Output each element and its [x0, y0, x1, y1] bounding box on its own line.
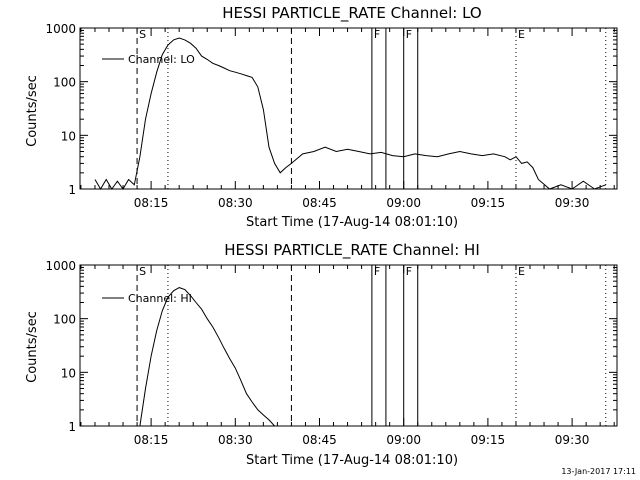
y-tick-label: 1 — [68, 183, 76, 197]
x-tick-label: 08:15 — [134, 433, 169, 447]
event-marker-label: F — [374, 28, 380, 41]
generated-timestamp: 13-Jan-2017 17:11 — [561, 467, 636, 476]
chart-panel-lo: HESSI PARTICLE_RATE Channel: LO Counts/s… — [25, 4, 618, 230]
x-tick-label: 09:00 — [386, 433, 421, 447]
series-line — [139, 287, 275, 427]
x-tick-label: 09:30 — [555, 196, 590, 210]
x-tick-label: 08:45 — [302, 196, 337, 210]
legend: Channel: LO — [102, 53, 195, 66]
x-tick-label: 09:00 — [386, 196, 421, 210]
event-marker-label: F — [406, 28, 412, 41]
series-line — [94, 37, 606, 190]
y-axis-label: Counts/sec — [25, 311, 40, 383]
chart-title: HESSI PARTICLE_RATE Channel: HI — [224, 241, 480, 260]
x-tick-label: 09:15 — [471, 196, 506, 210]
x-tick-label: 08:15 — [134, 196, 169, 210]
plot-frame — [79, 264, 618, 427]
event-marker-label: S — [139, 265, 146, 278]
chart-title: HESSI PARTICLE_RATE Channel: LO — [222, 4, 481, 23]
event-marker-label: F — [406, 265, 412, 278]
event-marker-label: E — [518, 265, 525, 278]
legend-label: Channel: LO — [128, 53, 195, 66]
event-marker-label: E — [518, 28, 525, 41]
y-tick-label: 1000 — [45, 259, 76, 273]
chart-panel-hi: HESSI PARTICLE_RATE Channel: HI Counts/s… — [25, 241, 618, 468]
x-tick-label: 08:30 — [218, 433, 253, 447]
legend: Channel: HI — [102, 292, 192, 305]
x-axis-label: Start Time (17-Aug-14 08:01:10) — [246, 215, 458, 230]
y-tick-label: 100 — [53, 313, 76, 327]
y-tick-label: 1 — [68, 420, 76, 434]
y-tick-label: 100 — [53, 76, 76, 90]
x-tick-label: 08:45 — [302, 433, 337, 447]
y-tick-label: 10 — [61, 129, 76, 143]
plot-frame — [79, 27, 618, 190]
event-marker-label: S — [139, 28, 146, 41]
x-tick-label: 09:15 — [471, 433, 506, 447]
x-axis-label: Start Time (17-Aug-14 08:01:10) — [246, 453, 458, 468]
y-tick-label: 1000 — [45, 22, 76, 36]
y-axis-label: Counts/sec — [25, 75, 40, 147]
y-tick-label: 10 — [61, 366, 76, 380]
x-tick-label: 08:30 — [218, 196, 253, 210]
x-tick-label: 09:30 — [555, 433, 590, 447]
event-marker-label: F — [374, 265, 380, 278]
legend-label: Channel: HI — [128, 292, 192, 305]
